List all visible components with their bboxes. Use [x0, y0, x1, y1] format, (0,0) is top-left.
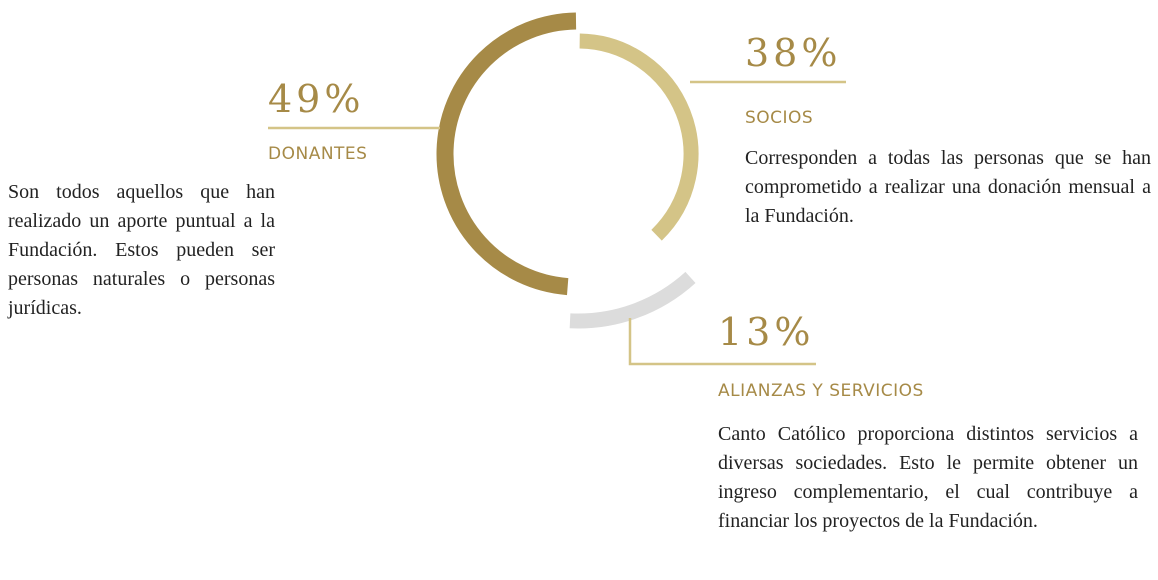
- donut-segment: [569, 271, 696, 329]
- value-label: 38%: [745, 31, 842, 75]
- category-label: SOCIOS: [745, 108, 814, 128]
- description: Son todos aquellos que han realizado un …: [8, 181, 275, 319]
- value-label: 13%: [718, 310, 815, 354]
- category-label: DONANTES: [268, 144, 368, 164]
- donut-segment: [579, 33, 699, 241]
- description: Canto Católico proporciona distintos ser…: [718, 423, 1138, 532]
- donut-segment: [436, 12, 577, 296]
- category-label: ALIANZAS Y SERVICIOS: [718, 381, 924, 401]
- value-label: 49%: [268, 77, 365, 121]
- description: Corresponden a todas las personas que se…: [745, 147, 1151, 227]
- leader-line: [628, 318, 816, 366]
